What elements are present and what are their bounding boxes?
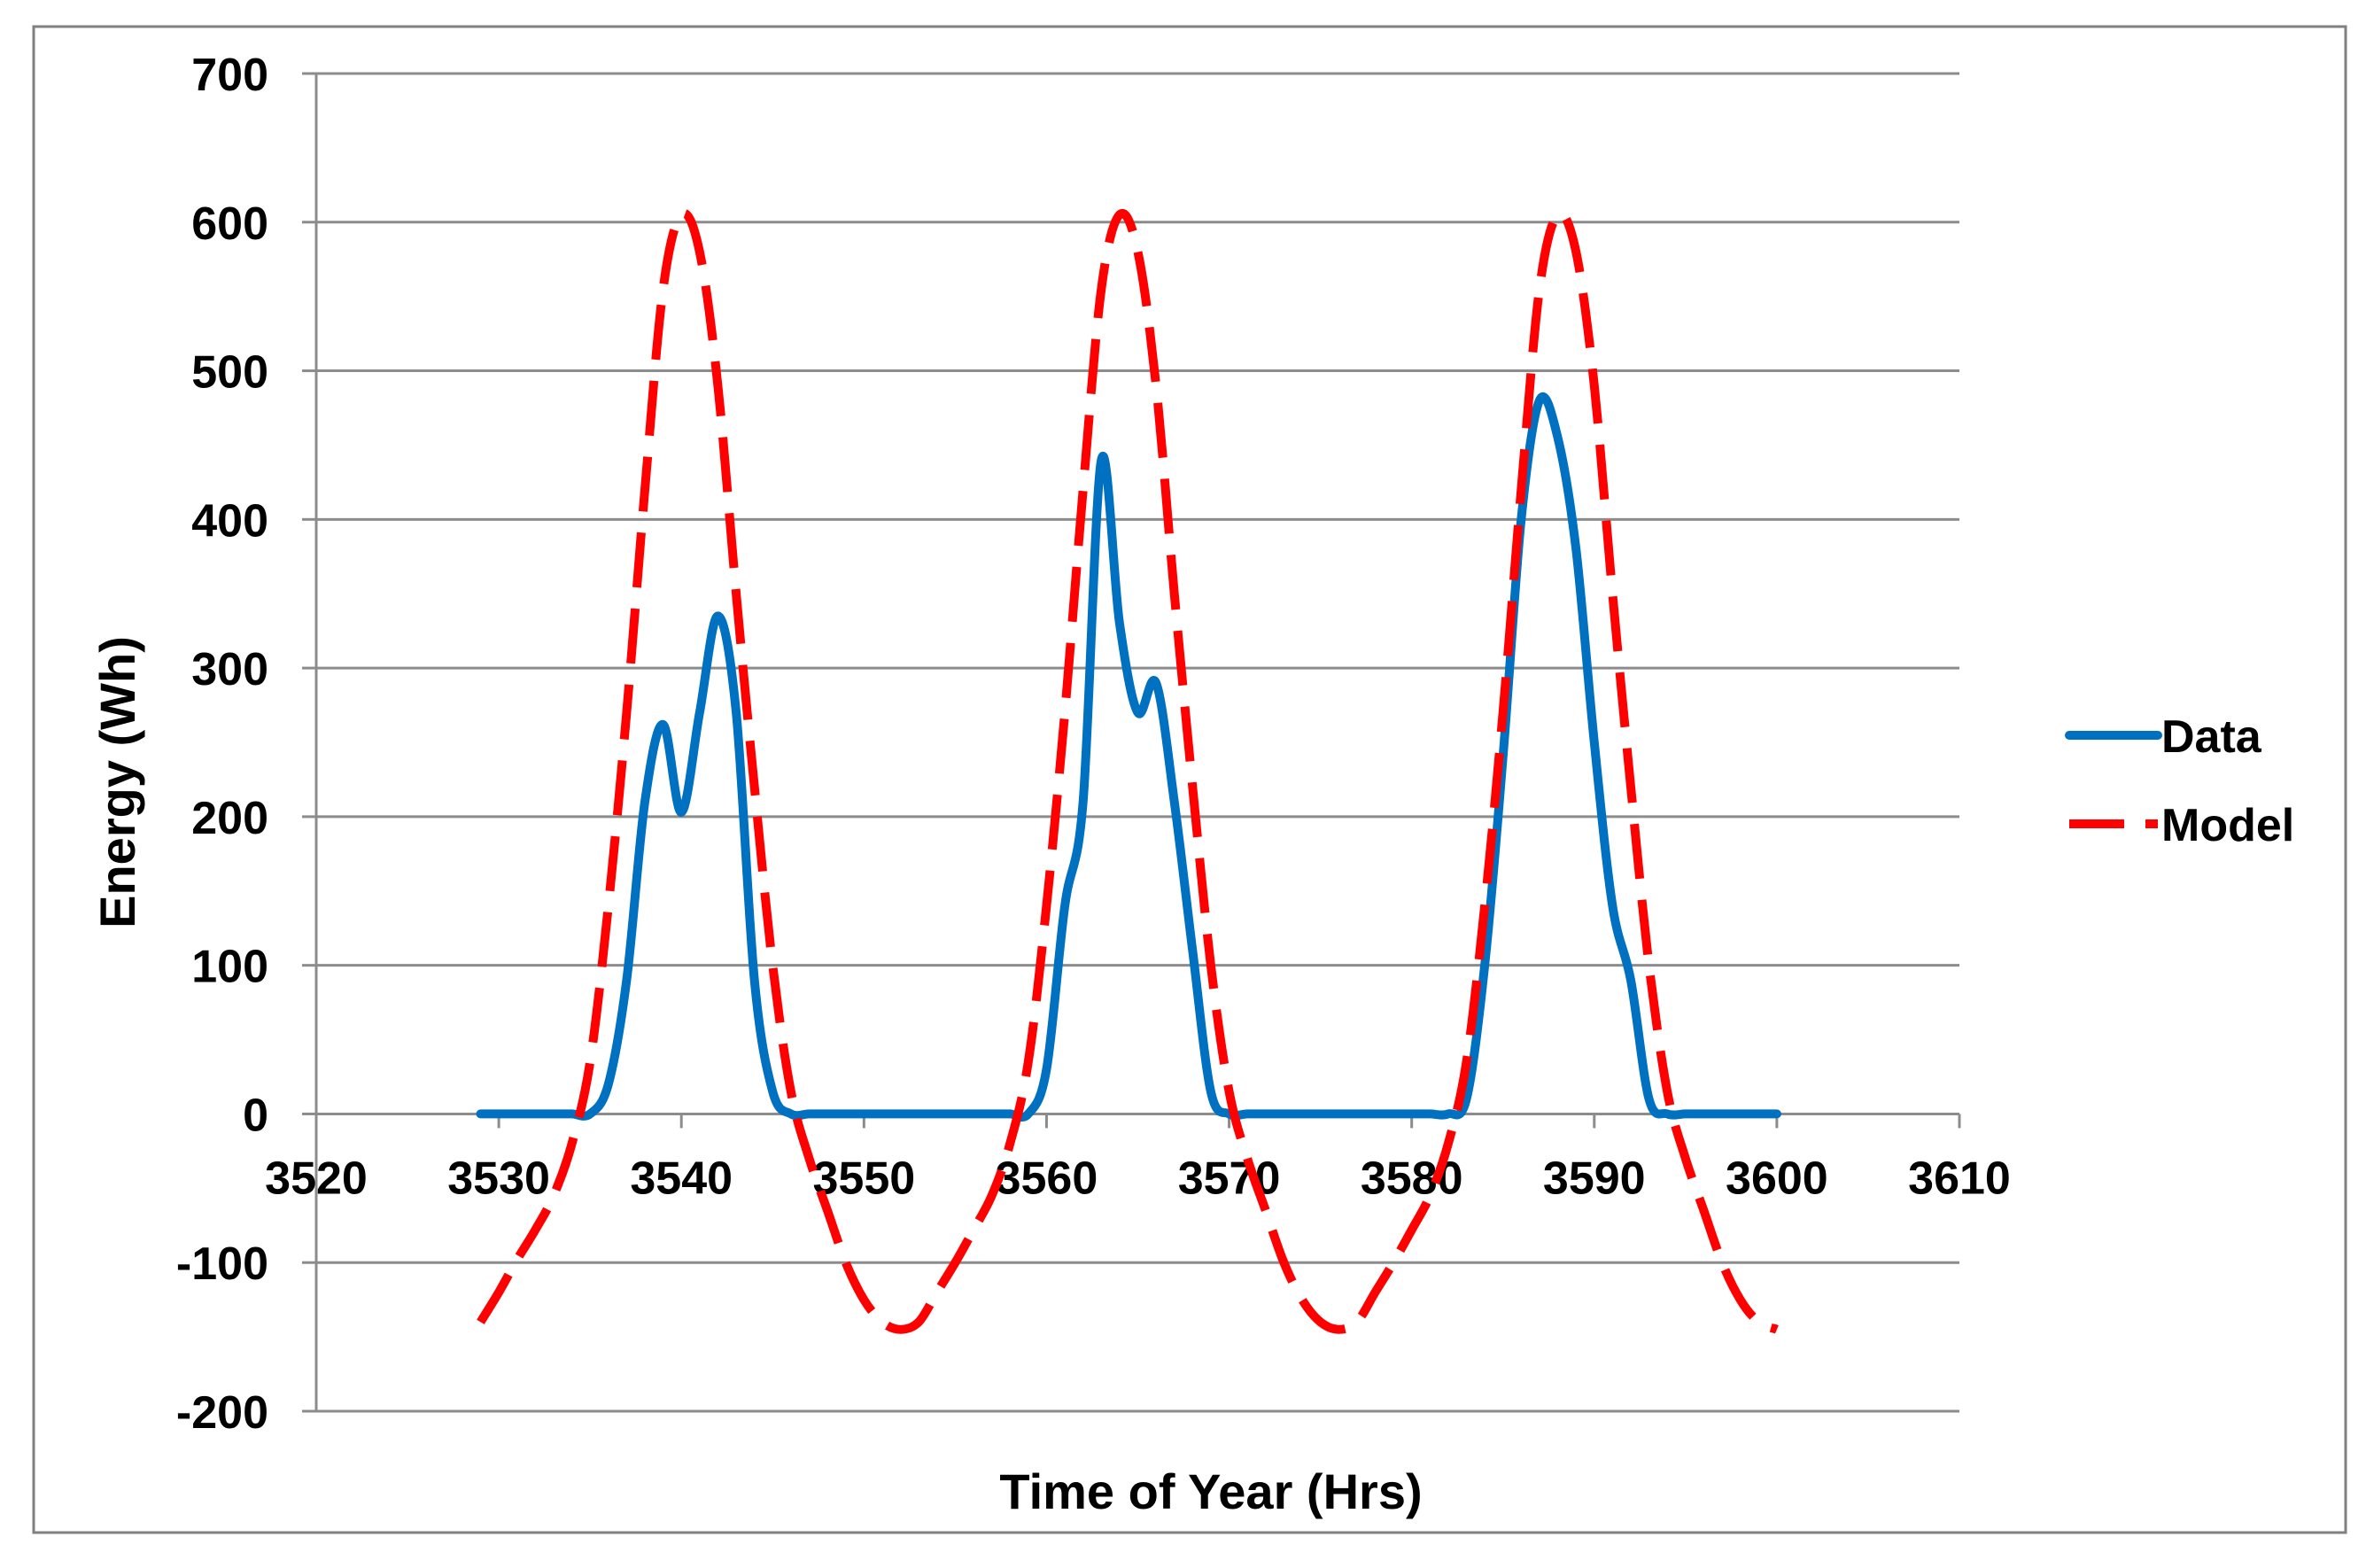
x-tick-label: 3550: [812, 1153, 915, 1204]
x-axis-title: Time of Year (Hrs): [999, 1463, 1422, 1519]
x-tick-label: 3530: [447, 1153, 550, 1204]
x-tick-label: 3560: [996, 1153, 1098, 1204]
x-tick-label: 3590: [1543, 1153, 1646, 1204]
x-tick-label: 3600: [1726, 1153, 1828, 1204]
y-tick-label: 100: [191, 942, 268, 993]
x-tick-label: 3540: [630, 1153, 733, 1204]
x-tick-labels: 3520 3530 3540 3550 3560 3570 3580 3590 3600 3610: [265, 1153, 2011, 1204]
legend: Data Model: [2065, 711, 2294, 851]
series-line-model: [477, 208, 1779, 1334]
y-tick-label: -100: [176, 1238, 268, 1290]
x-tick-label: 3520: [265, 1153, 368, 1204]
y-tick-label: 0: [243, 1090, 268, 1141]
chart-border: [32, 25, 2347, 1534]
y-tick-label: 300: [191, 644, 268, 695]
x-tick-label: 3610: [1908, 1153, 2011, 1204]
legend-label-data: Data: [2161, 711, 2262, 763]
y-axis-title: Energy (Wh): [89, 636, 145, 928]
y-tick-label: 700: [191, 50, 268, 101]
legend-label-model: Model: [2161, 800, 2294, 851]
y-tick-label: 200: [191, 793, 268, 844]
y-tick-label: 500: [191, 347, 268, 399]
y-tick-label: 400: [191, 495, 268, 547]
y-tick-label: 600: [191, 198, 268, 250]
series-line-data: [476, 392, 1781, 1122]
y-tick-labels: -200 -100 0 100 200 300 400 500 600 700: [176, 50, 268, 1439]
series-lines: [476, 208, 1781, 1334]
y-tick-label: -200: [176, 1387, 268, 1439]
